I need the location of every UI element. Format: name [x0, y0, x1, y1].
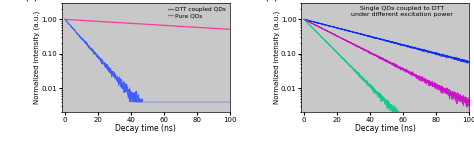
X-axis label: Decay time (ns): Decay time (ns)	[355, 124, 416, 133]
Y-axis label: Normalized intensity (a.u.): Normalized intensity (a.u.)	[34, 11, 40, 104]
X-axis label: Decay time (ns): Decay time (ns)	[115, 124, 176, 133]
DTT coupled QDs	[91, 54, 96, 55]
Line: Pure QDs: Pure QDs	[65, 19, 230, 29]
Pure QDs	[224, 28, 230, 30]
Text: (b): (b)	[264, 0, 278, 2]
Pure QDs	[227, 28, 233, 30]
Y-axis label: Normalized intensity (a.u.): Normalized intensity (a.u.)	[273, 11, 280, 104]
DTT coupled QDs	[224, 101, 230, 103]
Pure QDs	[62, 19, 68, 20]
Legend: DTT coupled QDs, Pure QDs: DTT coupled QDs, Pure QDs	[166, 6, 227, 19]
DTT coupled QDs	[227, 101, 233, 103]
Text: (a): (a)	[25, 0, 38, 2]
DTT coupled QDs	[62, 18, 68, 20]
Pure QDs	[81, 20, 87, 21]
DTT coupled QDs	[126, 89, 131, 91]
DTT coupled QDs	[62, 19, 68, 20]
Line: DTT coupled QDs: DTT coupled QDs	[65, 19, 230, 102]
Pure QDs	[91, 20, 96, 22]
DTT coupled QDs	[206, 101, 212, 103]
Pure QDs	[133, 23, 138, 25]
DTT coupled QDs	[127, 101, 132, 103]
DTT coupled QDs	[133, 99, 138, 100]
Pure QDs	[126, 22, 131, 24]
Text: Single QDs coupled to DTT
under different excitation power: Single QDs coupled to DTT under differen…	[351, 6, 453, 17]
DTT coupled QDs	[81, 39, 87, 41]
Pure QDs	[206, 27, 212, 29]
